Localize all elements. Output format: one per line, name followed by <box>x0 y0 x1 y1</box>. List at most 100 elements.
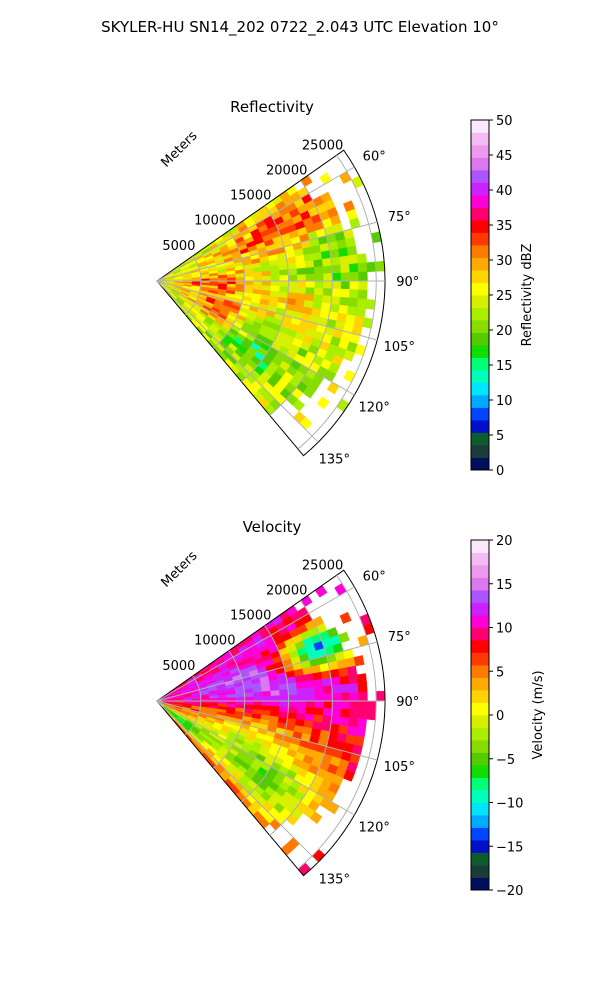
heatmap-cell <box>339 611 352 625</box>
colorbar-segment <box>471 282 489 296</box>
range-tick-label: 5000 <box>162 659 195 674</box>
azimuth-spoke <box>156 641 378 702</box>
heatmap-cell <box>348 674 359 685</box>
colorbar-segment <box>471 865 489 878</box>
colorbar-segment <box>471 615 489 628</box>
colorbar-segment <box>471 852 489 866</box>
heatmap-cell <box>287 262 298 270</box>
colorbar-tick-label: 25 <box>496 289 513 304</box>
heatmap-cell <box>355 727 366 738</box>
heatmap-cell <box>348 254 359 265</box>
heatmap-cell <box>313 259 324 268</box>
heatmap-cell <box>261 285 272 292</box>
heatmap-cell <box>322 708 333 717</box>
heatmap-cell <box>323 273 333 282</box>
heatmap-cell <box>304 293 315 302</box>
heatmap-cell <box>349 691 359 702</box>
heatmap-cell <box>320 250 332 260</box>
range-ring <box>297 154 377 450</box>
heatmap-cell <box>330 296 341 306</box>
heatmap-cell <box>334 582 348 597</box>
colorbar-segment <box>471 120 489 133</box>
azimuth-tick-label: 60° <box>363 570 386 585</box>
heatmap-cell <box>319 172 332 185</box>
heatmap-cell <box>235 693 245 698</box>
heatmap-cell <box>366 261 377 273</box>
heatmap-cell <box>331 272 342 282</box>
heatmap-cell <box>235 280 245 286</box>
heatmap-cell <box>349 700 359 711</box>
heatmap-cell <box>305 287 315 296</box>
heatmap-cell <box>358 691 368 702</box>
colorbar-segment <box>471 307 489 321</box>
heatmap-cell <box>330 256 341 266</box>
figure-suptitle: SKYLER-HU SN14_202 0722_2.043 UTC Elevat… <box>101 18 499 37</box>
heatmap-cell <box>261 700 272 707</box>
heatmap-cell <box>226 697 237 702</box>
colorbar-segment <box>471 602 489 616</box>
colorbar-tick-label: 50 <box>496 114 513 129</box>
colorbar-tick-label: 20 <box>496 324 513 339</box>
velocity-colorbar: −20 −15 −10 −5 0 5 10 15 20 <box>470 534 523 899</box>
heatmap-cell <box>253 700 263 706</box>
range-ring <box>241 205 289 383</box>
colorbar-tick-label: 20 <box>496 534 513 549</box>
heatmap-cell <box>235 276 245 282</box>
heatmap-cell <box>338 247 349 258</box>
heatmap-cell <box>358 271 368 282</box>
colorbar-segment <box>471 802 489 816</box>
heatmap-cell <box>323 700 333 709</box>
heatmap-cell <box>351 175 364 189</box>
heatmap-cell <box>356 253 367 264</box>
heatmap-cell <box>261 695 272 702</box>
heatmap-cell <box>295 681 306 690</box>
heatmap-cell <box>235 273 245 278</box>
heatmap-cell <box>338 631 350 644</box>
colorbar-segment <box>471 840 489 853</box>
heatmap-cell <box>288 280 298 288</box>
heatmap-cell <box>346 245 358 257</box>
colorbar-segment <box>471 827 489 841</box>
colorbar-segment <box>471 777 489 791</box>
heatmap-cell <box>321 677 332 687</box>
colorbar-segment <box>471 702 489 716</box>
heatmap-cell <box>270 695 281 702</box>
azimuth-tick-label: 75° <box>388 630 411 645</box>
sector-outline <box>156 149 386 457</box>
colorbar-segment <box>471 677 489 691</box>
heatmap-cell <box>340 708 350 719</box>
heatmap-cell <box>252 691 263 698</box>
colorbar-segment <box>471 577 489 591</box>
range-tick-label: 20000 <box>266 163 307 178</box>
heatmap-cell <box>226 273 237 279</box>
colorbar-segment <box>471 790 489 803</box>
heatmap-cell <box>313 686 324 695</box>
heatmap-cell <box>346 725 358 737</box>
heatmap-cell <box>305 707 315 716</box>
range-tick-label: 5000 <box>162 239 195 254</box>
reflectivity-panel: Reflectivity 5000 10000 15000 20000 25000 60°… <box>156 98 535 479</box>
heatmap-cell <box>353 655 365 667</box>
colorbar-segment <box>471 270 489 283</box>
colorbar-segment <box>471 132 489 146</box>
heatmap-cell <box>253 276 263 282</box>
heatmap-cell <box>331 684 342 694</box>
heatmap-cell <box>261 685 271 693</box>
heatmap-cell <box>279 689 289 696</box>
colorbar-segment <box>471 627 489 641</box>
heatmap-cell <box>244 280 254 286</box>
range-tick-label: 25000 <box>302 558 343 573</box>
heatmap-cell <box>313 266 324 275</box>
heatmap-cell <box>305 686 315 695</box>
heatmap-cell <box>331 700 342 710</box>
heatmap-cell <box>288 274 298 282</box>
heatmap-cell <box>305 273 316 282</box>
range-ring <box>184 255 202 315</box>
colorbar-segment <box>471 540 489 553</box>
heatmap-cell <box>330 716 341 726</box>
heatmap-cell <box>321 257 332 267</box>
colorbar-segment <box>471 232 489 246</box>
azimuth-spoke <box>156 280 355 396</box>
colorbar-tick-label: 10 <box>496 622 513 637</box>
